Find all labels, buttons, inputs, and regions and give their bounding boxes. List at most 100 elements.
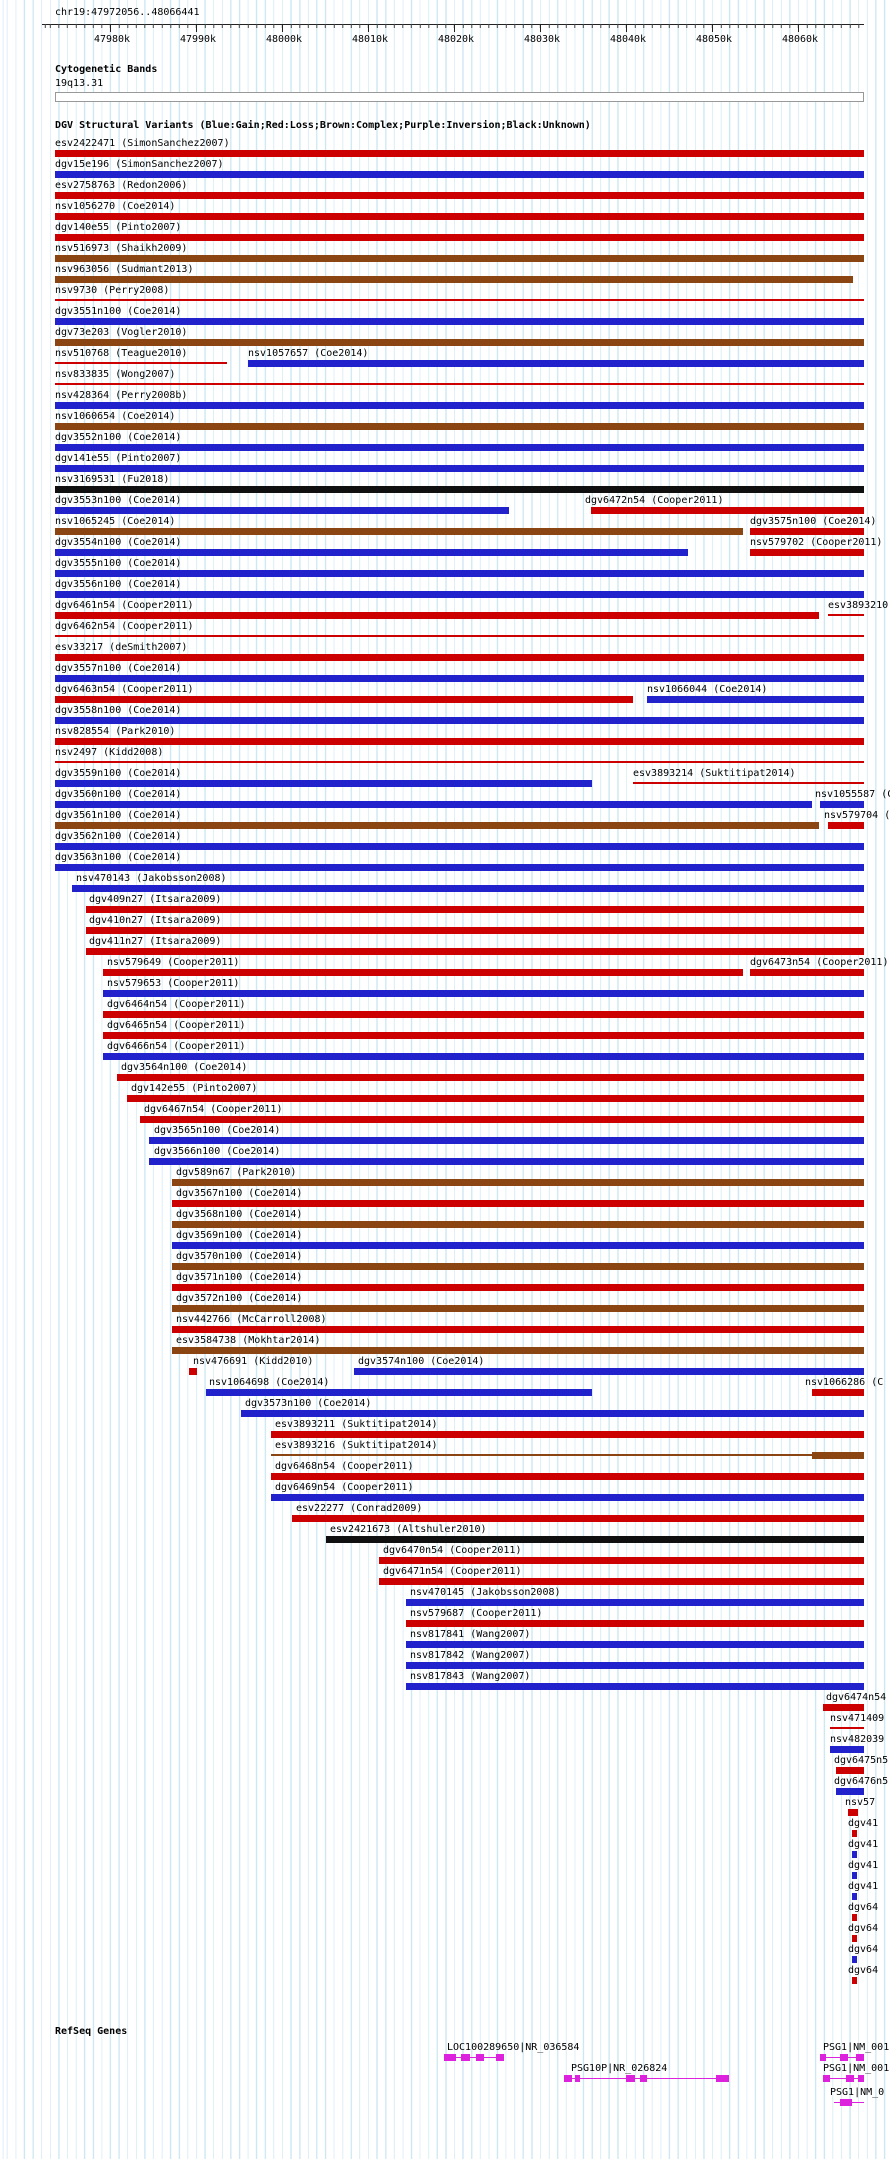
variant-bar[interactable] bbox=[55, 171, 864, 178]
variant-bar[interactable] bbox=[241, 1410, 864, 1417]
variant-bar[interactable] bbox=[55, 570, 864, 577]
variant-bar[interactable] bbox=[55, 528, 743, 535]
variant-bar[interactable] bbox=[103, 969, 743, 976]
gene-exon[interactable] bbox=[856, 2054, 864, 2061]
variant-bar[interactable] bbox=[830, 1727, 864, 1729]
variant-bar[interactable] bbox=[55, 339, 864, 346]
cytoband-band[interactable] bbox=[55, 92, 864, 102]
variant-bar[interactable] bbox=[55, 864, 864, 871]
variant-bar[interactable] bbox=[55, 255, 864, 262]
variant-bar[interactable] bbox=[103, 1011, 864, 1018]
variant-bar[interactable] bbox=[172, 1221, 864, 1228]
variant-bar[interactable] bbox=[852, 1977, 857, 1984]
variant-bar[interactable] bbox=[55, 717, 864, 724]
variant-bar[interactable] bbox=[55, 635, 864, 637]
variant-bar[interactable] bbox=[55, 780, 592, 787]
variant-bar[interactable] bbox=[379, 1557, 864, 1564]
variant-bar[interactable] bbox=[55, 675, 864, 682]
variant-bar[interactable] bbox=[836, 1788, 864, 1795]
variant-bar[interactable] bbox=[189, 1368, 197, 1375]
variant-bar[interactable] bbox=[852, 1956, 857, 1963]
variant-bar[interactable] bbox=[55, 801, 812, 808]
variant-bar[interactable] bbox=[820, 801, 864, 808]
variant-bar[interactable] bbox=[86, 927, 864, 934]
variant-bar[interactable] bbox=[591, 507, 864, 514]
variant-bar[interactable] bbox=[55, 591, 864, 598]
variant-bar[interactable] bbox=[206, 1389, 592, 1396]
variant-bar[interactable] bbox=[149, 1158, 864, 1165]
variant-bar[interactable] bbox=[172, 1347, 864, 1354]
gene-exon[interactable] bbox=[444, 2054, 456, 2061]
gene-exon[interactable] bbox=[823, 2075, 830, 2082]
variant-bar[interactable] bbox=[103, 990, 864, 997]
variant-bar[interactable] bbox=[271, 1473, 864, 1480]
variant-bar[interactable] bbox=[55, 761, 864, 763]
variant-bar[interactable] bbox=[852, 1872, 857, 1879]
variant-bar[interactable] bbox=[852, 1914, 857, 1921]
variant-bar[interactable] bbox=[127, 1095, 864, 1102]
variant-bar[interactable] bbox=[828, 614, 864, 616]
variant-bar[interactable] bbox=[55, 299, 864, 301]
variant-bar[interactable] bbox=[406, 1683, 864, 1690]
variant-bar[interactable] bbox=[140, 1116, 864, 1123]
variant-bar[interactable] bbox=[406, 1599, 864, 1606]
variant-bar[interactable] bbox=[852, 1893, 857, 1900]
gene-exon[interactable] bbox=[461, 2054, 470, 2061]
variant-bar[interactable] bbox=[852, 1935, 857, 1942]
variant-bar[interactable] bbox=[55, 276, 853, 283]
variant-bar[interactable] bbox=[647, 696, 864, 703]
variant-bar[interactable] bbox=[172, 1242, 864, 1249]
variant-bar[interactable] bbox=[172, 1305, 864, 1312]
variant-bar[interactable] bbox=[103, 1032, 864, 1039]
variant-bar[interactable] bbox=[55, 612, 819, 619]
variant-bar[interactable] bbox=[55, 444, 864, 451]
variant-bar[interactable] bbox=[55, 507, 509, 514]
variant-bar[interactable] bbox=[354, 1368, 864, 1375]
variant-bar[interactable] bbox=[55, 192, 864, 199]
gene-exon[interactable] bbox=[640, 2075, 647, 2082]
variant-bar[interactable] bbox=[55, 486, 864, 493]
variant-bar[interactable] bbox=[55, 654, 864, 661]
variant-bar[interactable] bbox=[848, 1809, 858, 1816]
variant-bar[interactable] bbox=[55, 383, 864, 385]
variant-bar[interactable] bbox=[55, 234, 864, 241]
variant-bar[interactable] bbox=[828, 822, 864, 829]
variant-bar[interactable] bbox=[271, 1454, 812, 1456]
variant-bar[interactable] bbox=[72, 885, 864, 892]
gene-exon[interactable] bbox=[840, 2054, 848, 2061]
gene-exon[interactable] bbox=[846, 2075, 854, 2082]
variant-bar[interactable] bbox=[55, 318, 864, 325]
variant-bar[interactable] bbox=[406, 1662, 864, 1669]
variant-bar[interactable] bbox=[55, 423, 864, 430]
variant-bar[interactable] bbox=[292, 1515, 864, 1522]
variant-bar[interactable] bbox=[55, 213, 864, 220]
variant-bar[interactable] bbox=[172, 1200, 864, 1207]
variant-bar[interactable] bbox=[406, 1641, 864, 1648]
variant-bar[interactable] bbox=[248, 360, 864, 367]
variant-bar[interactable] bbox=[55, 822, 819, 829]
gene-exon[interactable] bbox=[575, 2075, 580, 2082]
variant-bar[interactable] bbox=[55, 843, 864, 850]
gene-exon[interactable] bbox=[820, 2054, 826, 2061]
gene-exon[interactable] bbox=[858, 2075, 864, 2082]
variant-bar[interactable] bbox=[823, 1704, 864, 1711]
variant-bar[interactable] bbox=[55, 402, 864, 409]
variant-bar[interactable] bbox=[852, 1851, 857, 1858]
gene-intron-line[interactable] bbox=[444, 2057, 504, 2058]
variant-bar[interactable] bbox=[830, 1746, 864, 1753]
variant-bar[interactable] bbox=[633, 782, 864, 784]
gene-exon[interactable] bbox=[496, 2054, 504, 2061]
gene-exon[interactable] bbox=[716, 2075, 729, 2082]
variant-bar[interactable] bbox=[812, 1389, 864, 1396]
variant-bar[interactable] bbox=[271, 1494, 864, 1501]
variant-bar[interactable] bbox=[379, 1578, 864, 1585]
variant-bar[interactable] bbox=[117, 1074, 864, 1081]
variant-bar[interactable] bbox=[86, 948, 864, 955]
gene-exon[interactable] bbox=[840, 2099, 852, 2106]
variant-bar[interactable] bbox=[172, 1263, 864, 1270]
variant-bar[interactable] bbox=[172, 1284, 864, 1291]
variant-bar[interactable] bbox=[55, 738, 864, 745]
variant-bar[interactable] bbox=[172, 1326, 864, 1333]
variant-bar[interactable] bbox=[55, 150, 864, 157]
variant-bar[interactable] bbox=[326, 1536, 864, 1543]
